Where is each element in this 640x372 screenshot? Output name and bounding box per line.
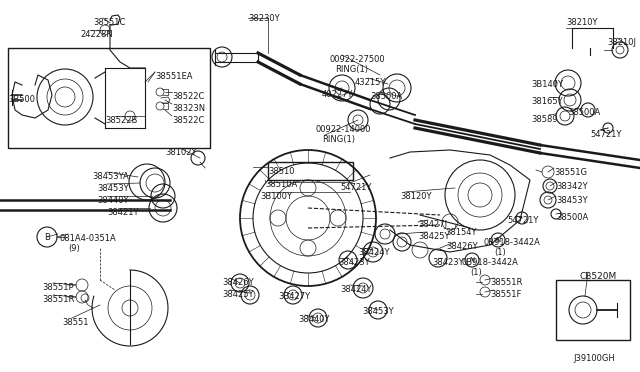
Text: 38551P: 38551P bbox=[42, 283, 74, 292]
Text: 38120Y: 38120Y bbox=[400, 192, 431, 201]
Text: 38453Y: 38453Y bbox=[556, 196, 588, 205]
Text: 3B500: 3B500 bbox=[8, 95, 35, 104]
Text: 38551R: 38551R bbox=[42, 295, 74, 304]
Text: 38453Y: 38453Y bbox=[97, 184, 129, 193]
Text: N: N bbox=[469, 257, 475, 263]
Text: 38551R: 38551R bbox=[490, 278, 522, 287]
Text: 38425Y: 38425Y bbox=[222, 290, 253, 299]
Text: 38500A: 38500A bbox=[556, 213, 588, 222]
Text: 38440Y: 38440Y bbox=[97, 196, 129, 205]
Text: 38589: 38589 bbox=[531, 115, 557, 124]
Text: 38165Y: 38165Y bbox=[531, 97, 563, 106]
Text: 3B140Y: 3B140Y bbox=[531, 80, 563, 89]
Text: 38426Y: 38426Y bbox=[446, 242, 477, 251]
Text: 38522C: 38522C bbox=[172, 92, 204, 101]
Text: 38551: 38551 bbox=[62, 318, 88, 327]
Text: 00922-14000: 00922-14000 bbox=[315, 125, 371, 134]
Text: 38424Y: 38424Y bbox=[358, 248, 390, 257]
Bar bbox=[8, 48, 210, 148]
Text: N: N bbox=[495, 237, 500, 243]
Bar bbox=[556, 280, 630, 340]
Text: 38453Y: 38453Y bbox=[362, 307, 394, 316]
Text: 38500A: 38500A bbox=[568, 108, 600, 117]
Text: 38342Y: 38342Y bbox=[556, 182, 588, 191]
Text: 0B918-3442A: 0B918-3442A bbox=[462, 258, 519, 267]
Text: 3B100Y: 3B100Y bbox=[260, 192, 292, 201]
Text: (1): (1) bbox=[494, 248, 506, 257]
Text: 38323N: 38323N bbox=[172, 104, 205, 113]
Text: 38522C: 38522C bbox=[172, 116, 204, 125]
Text: 40227Y: 40227Y bbox=[322, 90, 353, 99]
Text: 38510: 38510 bbox=[268, 167, 294, 176]
Text: 00922-27500: 00922-27500 bbox=[330, 55, 386, 64]
Text: 38421Y: 38421Y bbox=[107, 208, 138, 217]
Text: 38551C: 38551C bbox=[93, 18, 125, 27]
Text: 38424Y: 38424Y bbox=[340, 285, 371, 294]
Text: 3B427Y: 3B427Y bbox=[278, 292, 310, 301]
Text: 38426Y: 38426Y bbox=[222, 278, 253, 287]
Text: 54721Y: 54721Y bbox=[590, 130, 621, 139]
Text: 54721Y: 54721Y bbox=[340, 183, 371, 192]
Text: 081A4-0351A: 081A4-0351A bbox=[60, 234, 116, 243]
Text: 38551G: 38551G bbox=[554, 168, 587, 177]
Text: 38210J: 38210J bbox=[607, 38, 636, 47]
Text: (9): (9) bbox=[68, 244, 80, 253]
Text: 38210Y: 38210Y bbox=[566, 18, 598, 27]
Text: CB520M: CB520M bbox=[579, 272, 616, 281]
Text: 54721Y: 54721Y bbox=[507, 216, 538, 225]
Text: 38425Y: 38425Y bbox=[418, 232, 449, 241]
Text: 38423Y: 38423Y bbox=[338, 258, 370, 267]
Text: 38423Y: 38423Y bbox=[432, 258, 463, 267]
Text: 0B918-3442A: 0B918-3442A bbox=[484, 238, 541, 247]
Text: 38230Y: 38230Y bbox=[248, 14, 280, 23]
Text: 38102Y: 38102Y bbox=[165, 148, 196, 157]
Text: RING(1): RING(1) bbox=[335, 65, 368, 74]
Text: 38551F: 38551F bbox=[490, 290, 522, 299]
Text: 38453YA: 38453YA bbox=[92, 172, 129, 181]
Text: RING(1): RING(1) bbox=[322, 135, 355, 144]
Text: 38510A: 38510A bbox=[265, 180, 297, 189]
Text: 24228N: 24228N bbox=[80, 30, 113, 39]
Text: 38440Y: 38440Y bbox=[298, 315, 330, 324]
Text: 38500A: 38500A bbox=[370, 92, 403, 101]
Bar bbox=[268, 162, 353, 180]
Text: J39100GH: J39100GH bbox=[573, 354, 615, 363]
Text: 38522B: 38522B bbox=[105, 116, 138, 125]
Text: 43215Y: 43215Y bbox=[355, 78, 387, 87]
Text: 38154Y: 38154Y bbox=[445, 228, 477, 237]
Text: 38551EA: 38551EA bbox=[155, 72, 193, 81]
Text: B: B bbox=[44, 232, 50, 241]
Text: 38427J: 38427J bbox=[418, 220, 447, 229]
Text: (1): (1) bbox=[470, 268, 482, 277]
